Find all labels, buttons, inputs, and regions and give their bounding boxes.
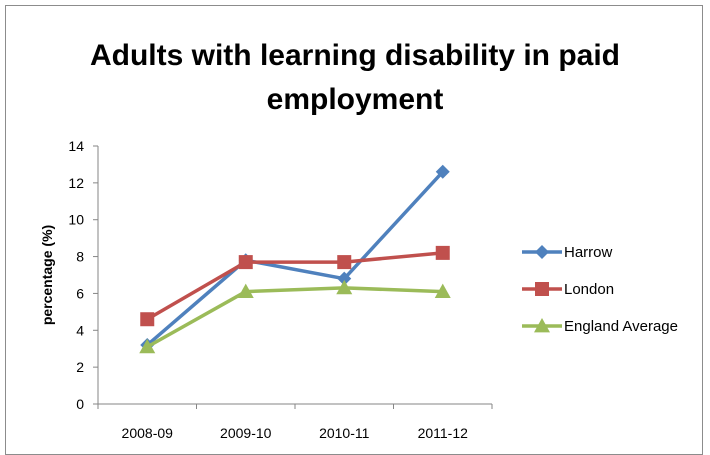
data-point-diamond [337,271,352,286]
series-line [146,286,443,349]
legend-swatch-diamond [535,245,549,259]
series-line [146,170,445,347]
x-tick-label: 2009-10 [220,425,272,441]
data-point-triangle [237,283,254,298]
data-point-diamond [435,164,450,179]
y-tick-label: 8 [76,249,84,265]
series-line [146,251,443,321]
y-axis-title: percentage (%) [39,225,55,325]
data-point-triangle [336,279,353,295]
data-point-triangle [434,283,451,298]
legend-item: England Average [522,318,678,335]
y-tick-label: 6 [76,285,84,301]
data-point-triangle [139,338,156,354]
data-point-square [238,255,253,270]
x-tick-label: 2010-11 [319,425,370,441]
legend: Harrow London England Average [522,244,678,335]
data-point-square [337,255,352,270]
series-england-average [139,279,451,354]
legend-item: Harrow [522,244,613,261]
y-tick-label: 0 [76,396,84,412]
axes: 0 2 4 6 8 10 12 14 2008-09 2009-10 2010-11 2011-12 p… [39,138,493,441]
chart-title-line-2: employment [266,83,444,116]
series-london [140,245,450,327]
legend-swatch-square [535,282,549,296]
legend-label: London [564,281,614,298]
y-tick-label: 14 [68,138,84,154]
series-layer [139,164,451,354]
x-tick-label: 2011-12 [418,425,469,441]
y-tick-label: 2 [76,359,84,375]
data-point-square [435,245,450,260]
y-tick-label: 12 [68,175,84,191]
legend-swatch-triangle [534,318,550,333]
chart-title-line-1: Adults with learning disability in paid [89,39,621,72]
x-tick-label: 2008-09 [122,425,174,441]
chart-area [5,5,703,455]
legend-item: London [522,281,614,298]
y-tick-label: 10 [68,212,84,228]
y-tick-label: 4 [76,322,84,338]
legend-label: Harrow [564,244,613,261]
legend-label: England Average [564,318,678,335]
chart-title: Adults with learning disability in paid … [0,34,710,122]
data-point-square [140,312,155,327]
